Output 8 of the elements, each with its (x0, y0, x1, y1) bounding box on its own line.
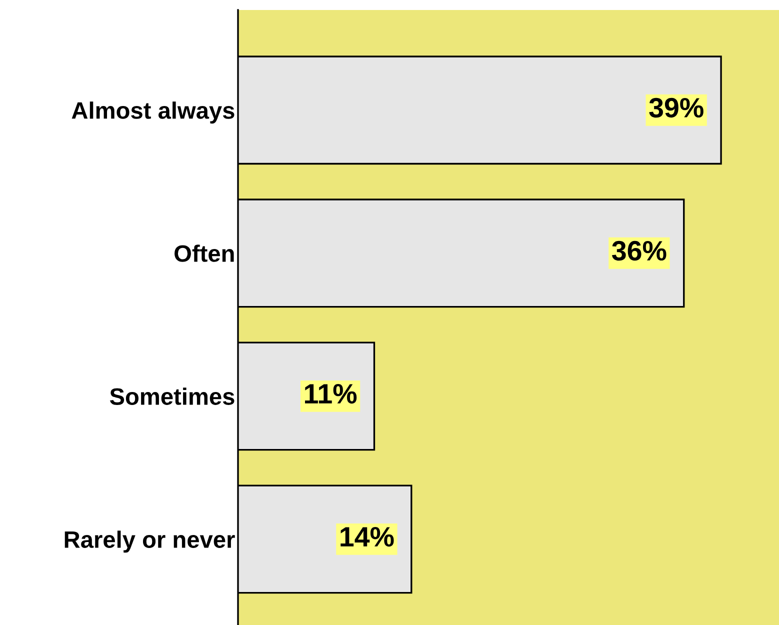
data-label: 14% (340, 527, 394, 547)
data-label: 36% (612, 240, 666, 261)
y-tick-label: Often (174, 244, 234, 262)
y-tick-label: Almost always (72, 102, 234, 124)
y-tick-label: Rarely or never (64, 530, 235, 553)
y-tick-label: Sometimes (110, 388, 234, 405)
data-label: 39% (649, 98, 704, 118)
data-label: 11% (305, 384, 357, 404)
